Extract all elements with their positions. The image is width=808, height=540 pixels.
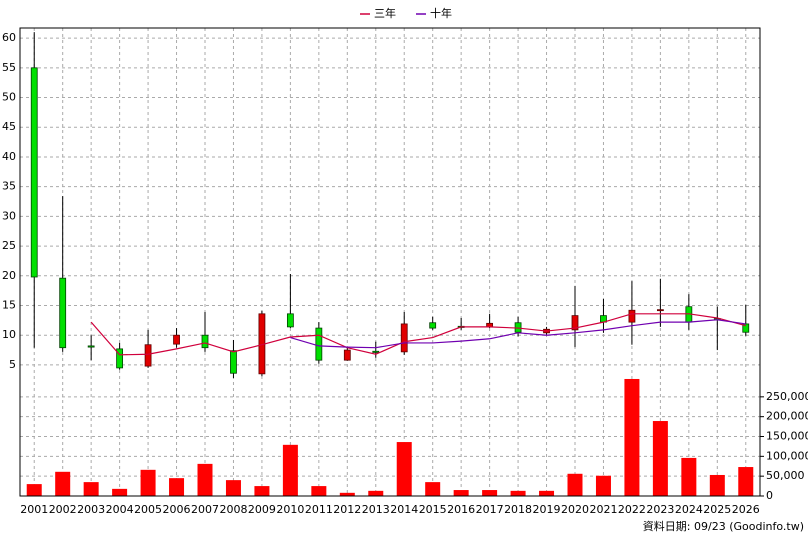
y-tick-label: 25 <box>2 239 16 252</box>
volume-bar <box>709 474 725 496</box>
volume-bar <box>738 467 754 496</box>
x-tick-label: 2024 <box>675 503 703 516</box>
volume-bar <box>510 490 526 496</box>
y-tick-label: 35 <box>2 180 16 193</box>
x-tick-label: 2023 <box>646 503 674 516</box>
candle-body <box>656 309 664 312</box>
volume-bar <box>140 469 156 496</box>
x-tick-label: 2025 <box>703 503 731 516</box>
legend-label: 十年 <box>430 6 452 20</box>
x-tick-label: 2020 <box>561 503 589 516</box>
y-tick-label: 10 <box>2 328 16 341</box>
candle-body <box>286 313 294 328</box>
ma-line <box>90 313 746 356</box>
y-tick-label: 5 <box>9 358 16 371</box>
x-tick-label: 2012 <box>333 503 361 516</box>
y-tick-label: 15 <box>2 299 16 312</box>
candle-body <box>571 315 579 331</box>
x-tick-label: 2010 <box>276 503 304 516</box>
x-tick-label: 2001 <box>20 503 48 516</box>
volume-bar <box>282 444 298 496</box>
y2-tick-label: 50,000 <box>766 469 805 482</box>
legend-label: 三年 <box>374 6 396 20</box>
volume-bar <box>169 478 185 496</box>
x-tick-label: 2005 <box>134 503 162 516</box>
candle-body <box>201 334 209 349</box>
candle-body <box>59 277 67 349</box>
x-tick-label: 2022 <box>618 503 646 516</box>
volume-bar <box>112 488 128 496</box>
x-tick-label: 2018 <box>504 503 532 516</box>
x-tick-label: 2026 <box>732 503 760 516</box>
y-tick-label: 40 <box>2 150 16 163</box>
y-tick-label: 55 <box>2 61 16 74</box>
x-tick-label: 2021 <box>589 503 617 516</box>
volume-bar <box>197 463 213 496</box>
x-tick-label: 2015 <box>419 503 447 516</box>
x-tick-label: 2002 <box>49 503 77 516</box>
candle-body <box>400 323 408 353</box>
volume-bar <box>254 486 270 496</box>
x-tick-label: 2009 <box>248 503 276 516</box>
volume-bar <box>396 442 412 496</box>
candle-body <box>30 67 38 278</box>
y2-tick-label: 250,000 <box>766 390 808 403</box>
candle-body <box>628 309 636 323</box>
y-tick-label: 45 <box>2 120 16 133</box>
x-tick-label: 2011 <box>305 503 333 516</box>
volume-bar <box>26 484 42 496</box>
x-tick-label: 2008 <box>219 503 247 516</box>
candle-body <box>343 349 351 361</box>
x-tick-label: 2003 <box>77 503 105 516</box>
candle-body <box>230 350 237 374</box>
candle-body <box>429 322 437 329</box>
y-tick-label: 30 <box>2 209 16 222</box>
volume-bar <box>83 482 99 496</box>
volume-bar <box>624 378 640 496</box>
y-tick-label: 60 <box>2 31 16 44</box>
y-tick-label: 50 <box>2 91 16 104</box>
candle-body <box>315 327 323 361</box>
volume-bar <box>339 492 355 496</box>
candle-body <box>116 348 124 369</box>
candle-body <box>372 350 380 353</box>
x-tick-label: 2013 <box>362 503 390 516</box>
volume-bar <box>55 471 71 496</box>
plot-frame <box>19 27 761 497</box>
volume-bar <box>539 490 555 496</box>
x-tick-label: 2017 <box>476 503 504 516</box>
y2-tick-label: 200,000 <box>766 410 808 423</box>
y2-tick-label: 100,000 <box>766 449 808 462</box>
volume-bar <box>595 475 611 496</box>
volume-bar <box>311 486 327 496</box>
y2-tick-label: 150,000 <box>766 430 808 443</box>
volume-bar <box>225 480 241 496</box>
candle-body <box>173 334 180 345</box>
x-tick-label: 2004 <box>106 503 134 516</box>
candle-body <box>87 345 95 348</box>
ma-line <box>290 319 746 349</box>
x-tick-label: 2019 <box>533 503 561 516</box>
x-tick-label: 2006 <box>163 503 191 516</box>
volume-bar <box>652 421 668 496</box>
x-tick-label: 2016 <box>447 503 475 516</box>
x-tick-label: 2007 <box>191 503 219 516</box>
volume-bar <box>482 490 498 496</box>
footer: 資料日期: 09/23 (Goodinfo.tw) <box>643 519 804 533</box>
volume-bar <box>453 490 469 496</box>
volume-bar <box>567 473 583 496</box>
y-tick-label: 20 <box>2 269 16 282</box>
x-tick-label: 2014 <box>390 503 418 516</box>
y2-tick-label: 0 <box>766 489 773 502</box>
volume-bar <box>368 490 384 496</box>
volume-bar <box>681 457 697 496</box>
candle-body <box>144 344 152 367</box>
volume-bar <box>425 482 441 496</box>
